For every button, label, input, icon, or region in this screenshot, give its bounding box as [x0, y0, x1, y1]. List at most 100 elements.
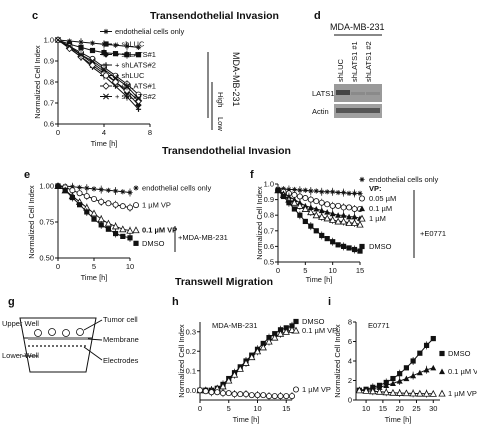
point-c-6-0 [55, 37, 61, 43]
point-f-4-10 [330, 239, 336, 245]
point-h-2-12 [265, 393, 272, 400]
point-h-2-9 [248, 392, 255, 399]
xtick-label-i-4: 30 [429, 404, 437, 413]
label-high: High [216, 92, 225, 107]
xlabel-h: Time [h] [233, 415, 260, 424]
legend-label-f-2: 0.1 µM [369, 204, 392, 213]
panel-label-d: d [314, 10, 321, 22]
chart-title-h: MDA-MB-231 [212, 321, 257, 330]
point-i-2-4 [382, 388, 390, 396]
legend-label-e-2: 0.1 µM VP [142, 226, 177, 235]
point-c-5-3 [88, 61, 97, 69]
xtick-label-h-3: 15 [282, 404, 290, 413]
ytick-label-i-3: 2 [348, 376, 352, 385]
legend-marker-f-0 [359, 176, 365, 183]
point-c-1-5 [112, 51, 119, 57]
ytick-label-c-3: 0.7 [44, 99, 54, 108]
section-title-transendothelial-ef: Transendothelial Invasion [162, 145, 291, 157]
ylabel-e: Normalized Cell Index [27, 185, 36, 259]
point-c-5-7 [134, 97, 143, 105]
panel-c-group-labels: High Low MDA-MB-231 [207, 52, 241, 131]
point-c-0-2 [78, 39, 84, 45]
ytick-label-h-2: 0.1 [186, 366, 196, 375]
point-c-0-7 [135, 44, 142, 50]
legend-marker-h-2 [292, 386, 299, 393]
point-e-1-5 [91, 195, 98, 202]
point-h-2-14 [277, 393, 284, 400]
point-f-0-14 [351, 190, 358, 196]
chart-f: 0 5 10 15 1.0 0.9 0.8 0.7 0.6 0.5 Time [h] Normaliz… [255, 175, 446, 284]
point-e-1-6 [98, 198, 105, 205]
point-i-0-11 [430, 335, 436, 342]
label-electrodes: Electrodes [103, 356, 139, 365]
point-h-1-9 [248, 353, 256, 361]
ytick-label-f-2: 0.8 [264, 211, 274, 220]
ytick-label-f-5: 0.5 [264, 258, 274, 267]
legend-label-e-1: 1 µM VP [142, 201, 171, 210]
point-i-1-4 [383, 382, 390, 388]
point-c-0-3 [89, 40, 96, 46]
point-i-2-1 [362, 386, 370, 394]
ylabel-f: Normalized Cell Index [255, 186, 264, 260]
label-cell-line-c: MDA-MB-231 [231, 52, 241, 107]
xtick-label-f-0: 0 [276, 266, 280, 275]
point-f-3-13 [345, 219, 353, 226]
legend-marker-e-2 [132, 226, 140, 234]
point-f-0-1 [280, 186, 287, 192]
point-f-0-5 [302, 187, 308, 193]
legend-marker-e-3 [133, 240, 139, 246]
point-h-0-15 [283, 325, 289, 331]
legend-label-i-0: DMSO [448, 349, 471, 358]
point-e-0-7 [105, 187, 111, 193]
ytick-label-h-0: 0.3 [186, 327, 196, 336]
point-f-2-9 [324, 209, 331, 215]
point-i-1-5 [389, 380, 396, 387]
legend-marker-f-2 [359, 205, 365, 212]
point-i-2-8 [409, 389, 417, 397]
point-f-4-13 [346, 245, 352, 251]
legend-marker-f-3 [358, 214, 366, 222]
point-h-2-13 [271, 393, 278, 400]
legend-label-h-2: 1 µM VP [302, 385, 331, 394]
point-c-6-5 [112, 74, 119, 81]
blot-lats1-band-1 [336, 90, 350, 95]
panel-label-f: f [250, 169, 254, 181]
point-i-0-7 [403, 365, 409, 371]
point-h-2-7 [237, 391, 244, 398]
legend-marker-i-1 [439, 368, 445, 375]
xtick-label-f-2: 10 [328, 266, 336, 275]
point-c-6-7 [135, 95, 142, 102]
xtick-label-e-2: 10 [126, 262, 134, 271]
blot-lats1-band-2 [351, 92, 365, 95]
point-i-2-5 [389, 388, 397, 396]
point-f-4-0 [275, 187, 281, 193]
ylabel-c: Normalized Cell Index [33, 45, 42, 119]
point-f-1-9 [324, 201, 331, 208]
blot-title: MDA-MB-231 [330, 22, 385, 32]
ytick-label-e-2: 0.50 [39, 254, 54, 263]
point-f-3-6 [307, 208, 315, 216]
point-f-4-4 [297, 212, 303, 218]
point-f-4-12 [341, 243, 347, 249]
point-h-2-15 [283, 393, 290, 400]
blot-lats1-band-3 [366, 92, 380, 95]
section-title-transwell: Transwell Migration [175, 276, 273, 288]
point-f-2-13 [346, 213, 353, 220]
label-membrane: Membrane [103, 335, 139, 344]
point-i-2-6 [396, 389, 404, 396]
point-e-0-6 [98, 187, 104, 193]
legend-marker-i-0 [439, 350, 445, 357]
blot-actin-band [336, 108, 380, 113]
series-line-f-0 [278, 188, 360, 194]
panel-label-c: c [32, 10, 38, 22]
point-e-3-3 [77, 202, 83, 208]
point-e-3-2 [69, 194, 75, 201]
point-e-0-8 [113, 188, 119, 194]
point-e-0-10 [127, 189, 133, 196]
point-h-1-6 [230, 370, 239, 378]
point-f-1-8 [318, 199, 325, 206]
point-i-0-9 [417, 350, 423, 356]
tumor-cell-4 [76, 328, 84, 336]
ytick-label-h-1: 0.2 [186, 347, 196, 356]
point-i-0-5 [390, 375, 396, 382]
